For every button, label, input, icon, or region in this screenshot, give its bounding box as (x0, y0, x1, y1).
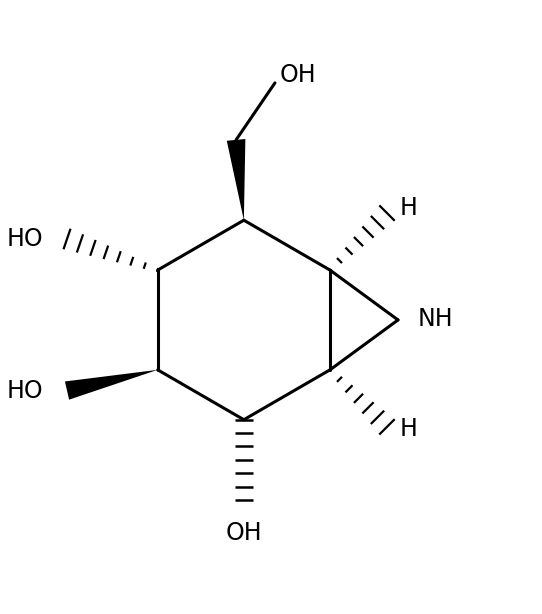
Text: OH: OH (225, 521, 262, 545)
Polygon shape (65, 370, 158, 400)
Text: OH: OH (280, 63, 317, 87)
Polygon shape (227, 139, 246, 220)
Text: HO: HO (7, 227, 44, 251)
Text: H: H (400, 196, 418, 220)
Text: H: H (400, 418, 418, 441)
Text: HO: HO (7, 379, 44, 403)
Text: NH: NH (418, 307, 453, 331)
